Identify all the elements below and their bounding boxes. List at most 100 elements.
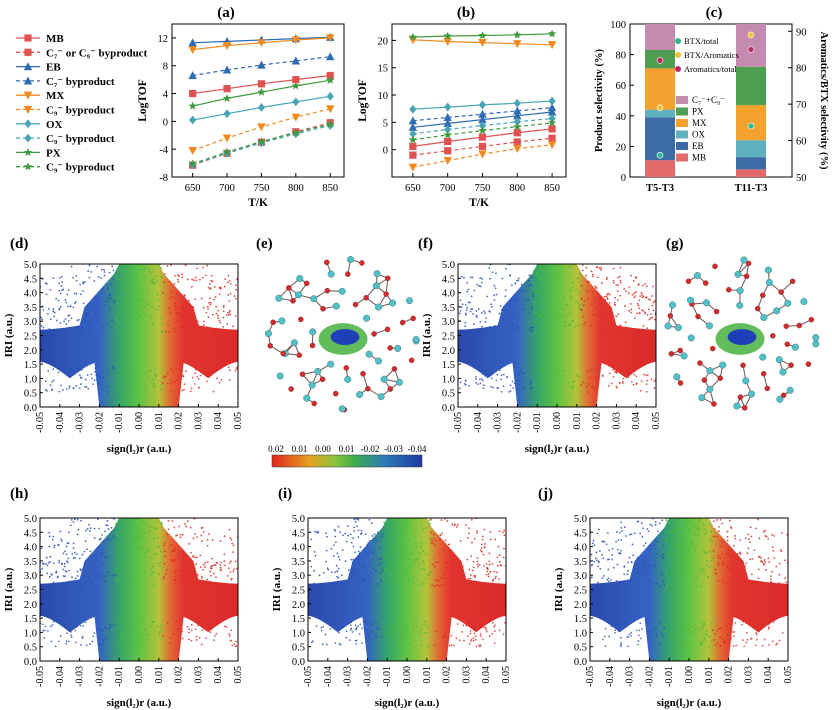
iri-point (632, 279, 635, 282)
iri-point (149, 568, 152, 570)
iri-point (597, 292, 600, 294)
bar-segment (645, 24, 675, 51)
iri-point (469, 639, 472, 642)
iri-point (583, 299, 586, 302)
iri-point (634, 295, 637, 297)
iri-point (127, 312, 130, 314)
iri-point (484, 320, 487, 323)
y2-tick-label: 70 (796, 100, 807, 111)
iri-point (209, 288, 212, 290)
iri-point (351, 631, 354, 633)
iri-point (123, 276, 126, 278)
iri-point (659, 585, 662, 587)
iri-point (157, 536, 160, 539)
iri-point (529, 379, 532, 381)
data-point (409, 151, 417, 159)
iri-point (687, 572, 690, 574)
iri-point (429, 538, 432, 541)
iri-point (136, 287, 139, 290)
iri-point (474, 635, 477, 638)
iri-point (144, 387, 147, 390)
iri-point (195, 635, 198, 638)
iri-point (57, 371, 60, 374)
iri-point (706, 559, 709, 562)
iri-point (682, 627, 685, 630)
iri-point (182, 315, 185, 318)
iri-point (481, 638, 484, 641)
iri-point (710, 640, 713, 643)
iri-point (81, 637, 84, 639)
silicon-atom (303, 394, 311, 402)
iri-point (779, 549, 782, 551)
iri-point (142, 312, 145, 315)
iri-point (116, 374, 119, 377)
iri-point (133, 536, 136, 539)
iri-point (615, 385, 618, 388)
iri-point (503, 534, 506, 537)
iri-point (390, 631, 393, 633)
iri-point (773, 556, 776, 559)
silicon-atom (276, 372, 284, 380)
iri-point (186, 625, 189, 628)
iri-point (668, 552, 671, 555)
iri-point (175, 306, 178, 309)
iri-point (99, 573, 102, 576)
iri-point (704, 528, 707, 531)
iri-point (467, 301, 470, 304)
iri-point (226, 281, 229, 284)
iri-point (182, 375, 185, 378)
data-point (478, 100, 487, 110)
iri-point (122, 637, 125, 640)
iri-point (428, 522, 430, 525)
iri-point (80, 293, 82, 296)
plot-frame (171, 23, 345, 178)
iri-point (362, 564, 364, 567)
iri-point (203, 622, 205, 625)
iri-point (666, 531, 669, 533)
y-tick-label: 2.0 (442, 346, 455, 357)
iri-point (206, 369, 209, 371)
silicon-atom (812, 340, 820, 348)
iri-point (475, 310, 478, 312)
iri-point (49, 288, 52, 291)
iri-point (60, 305, 62, 308)
iri-point (164, 555, 166, 558)
category-label: T5-T3 (646, 183, 674, 194)
y-axis-label: IRI (a.u.) (3, 567, 15, 611)
iri-point (127, 557, 130, 560)
iri-point (466, 290, 469, 293)
x-tick-label: 700 (219, 183, 235, 194)
iri-point (481, 277, 483, 280)
iri-point (768, 644, 770, 646)
iri-point (646, 313, 649, 316)
iri-point (147, 289, 149, 291)
iri-point (589, 289, 591, 292)
iri-point (387, 581, 390, 584)
iri-point (66, 305, 69, 308)
iri-point (570, 298, 573, 301)
iri-point (361, 642, 363, 645)
iri-point (132, 292, 135, 295)
x-tick-label: -0.03 (75, 412, 86, 433)
data-point (478, 31, 487, 40)
iri-point (350, 541, 353, 544)
iri-point (443, 574, 446, 577)
iri-point (498, 554, 501, 557)
x-tick-label: 0.02 (442, 666, 453, 684)
oxygen-atom (304, 280, 310, 287)
iri-point (162, 635, 164, 638)
iri-point (388, 569, 390, 572)
iri-point (381, 569, 384, 571)
iri-point (636, 520, 639, 523)
iri-point (528, 274, 531, 277)
colorbar-tick-labels: 0.02 0.01 0.00 0.01 -0.02 -0.03 -0.04 (268, 444, 427, 454)
data-point (547, 141, 557, 150)
iri-point (197, 323, 199, 326)
iri-point (682, 551, 685, 553)
iri-point (656, 582, 658, 585)
iri-point (487, 575, 490, 578)
iri-point (712, 535, 715, 538)
iri-point (56, 576, 59, 579)
iri-point (715, 535, 718, 538)
iri-point (313, 569, 316, 572)
